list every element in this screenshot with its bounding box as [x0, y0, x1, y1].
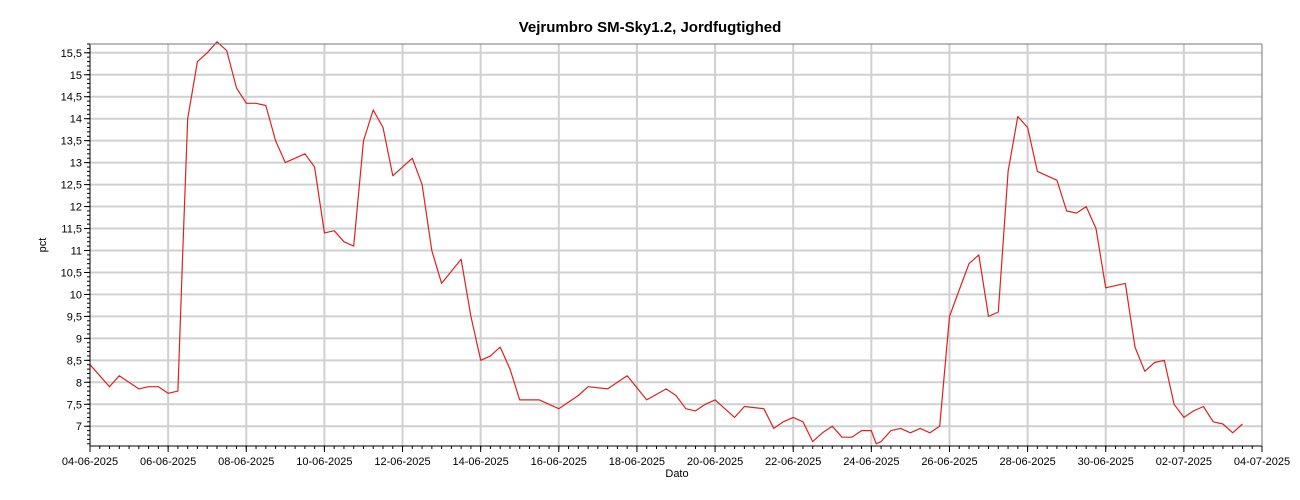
x-tick-label: 26-06-2025 — [921, 456, 977, 468]
y-tick-label: 7 — [76, 421, 82, 433]
x-tick-label: 04-06-2025 — [62, 456, 118, 468]
axes — [84, 43, 1263, 452]
y-tick-label: 15 — [70, 70, 82, 82]
tick-labels: 7 7,5 8 8,5 9 9,5 10 10,5 11 11,5 12 12,5 13 13,5 14 14… — [61, 48, 1291, 468]
y-tick-label: 14,5 — [61, 92, 82, 104]
y-tick-label: 13,5 — [61, 136, 82, 148]
y-axis-label: pct — [37, 238, 49, 253]
x-tick-label: 18-06-2025 — [609, 456, 665, 468]
y-tick-label: 9,5 — [67, 311, 82, 323]
grid-lines — [90, 44, 1262, 446]
x-tick-label: 10-06-2025 — [296, 456, 352, 468]
y-tick-label: 7,5 — [67, 399, 82, 411]
x-tick-label: 22-06-2025 — [765, 456, 821, 468]
x-tick-label: 12-06-2025 — [374, 456, 430, 468]
y-tick-label: 11,5 — [61, 224, 82, 236]
x-tick-label: 04-07-2025 — [1234, 456, 1290, 468]
x-tick-label: 28-06-2025 — [999, 456, 1055, 468]
y-tick-label: 13 — [70, 158, 82, 170]
x-tick-label: 30-06-2025 — [1078, 456, 1134, 468]
y-tick-label: 11 — [71, 245, 82, 257]
x-tick-label: 08-06-2025 — [218, 456, 274, 468]
y-tick-label: 10 — [70, 289, 82, 301]
y-tick-label: 8,5 — [67, 355, 82, 367]
y-tick-label: 12 — [70, 202, 82, 214]
y-tick-label: 8 — [76, 377, 82, 389]
x-tick-label: 06-06-2025 — [140, 456, 196, 468]
y-tick-label: 15,5 — [61, 48, 82, 60]
y-tick-label: 10,5 — [61, 267, 82, 279]
series-layer — [89, 41, 1243, 445]
x-tick-label: 16-06-2025 — [531, 456, 587, 468]
y-tick-label: 9 — [76, 333, 82, 345]
x-tick-label: 24-06-2025 — [843, 456, 899, 468]
y-tick-label: 12,5 — [61, 180, 82, 192]
x-tick-label: 14-06-2025 — [453, 456, 509, 468]
x-tick-label: 02-07-2025 — [1156, 456, 1212, 468]
chart-title: Vejrumbro SM-Sky1.2, Jordfugtighed — [518, 19, 782, 36]
x-axis-label: Dato — [665, 468, 688, 480]
x-tick-label: 20-06-2025 — [687, 456, 743, 468]
y-tick-label: 14 — [70, 114, 82, 126]
series-line — [89, 41, 1243, 445]
